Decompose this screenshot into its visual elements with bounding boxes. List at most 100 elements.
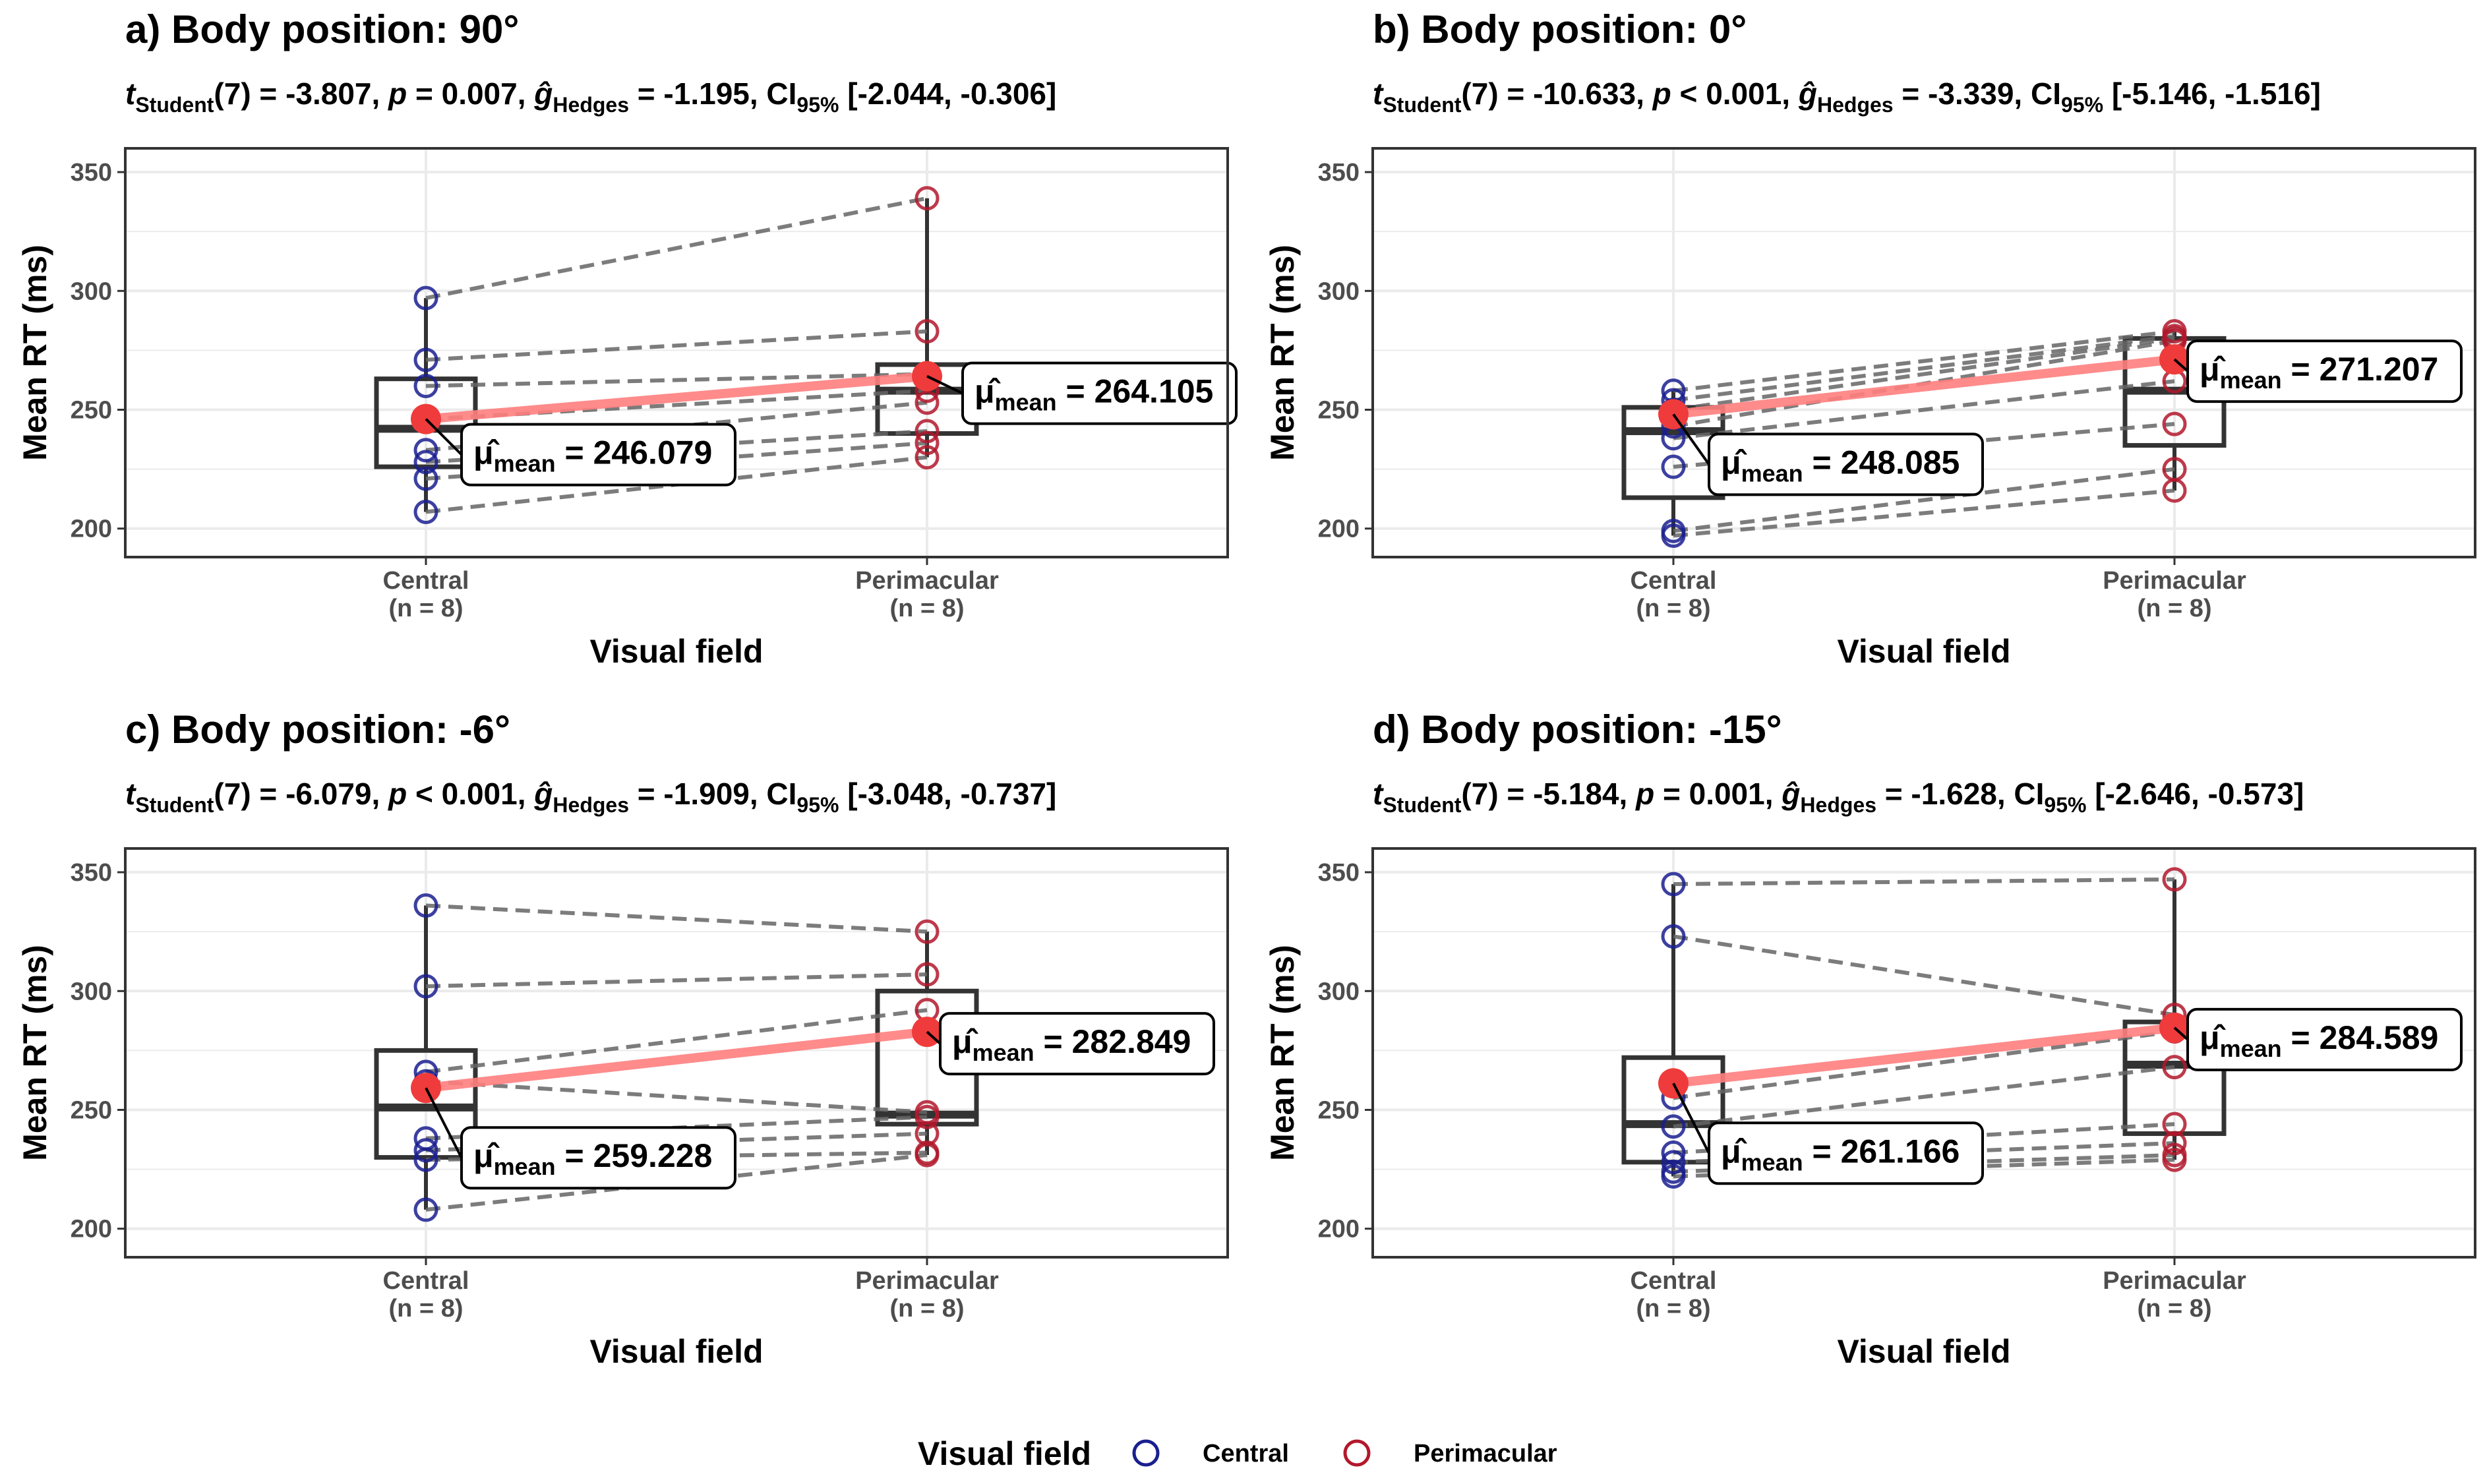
central-point <box>413 438 438 463</box>
central-point <box>1661 1150 1686 1175</box>
stat-t-value: = -6.079, <box>251 777 388 811</box>
mean-label-box <box>2186 1007 2463 1071</box>
mean-value: 284.589 <box>2320 1019 2439 1056</box>
mean-equals: = <box>1034 1023 1072 1060</box>
stat-p-value: < 0.001, <box>1671 76 1799 111</box>
stat-p-value: < 0.001, <box>407 777 534 811</box>
mean-line <box>1669 1023 2179 1088</box>
central-point <box>413 893 438 918</box>
central-point <box>1661 924 1686 949</box>
mean-equals: = <box>2282 351 2320 388</box>
stat-g-symbol: ĝ <box>533 76 553 111</box>
chart-panel-3: c) Body position: -6° tStudent(7) = -6.07… <box>16 707 1229 1370</box>
y-tick-label: 200 <box>71 1216 112 1243</box>
mean-subscript: mean <box>2220 1035 2282 1062</box>
legend-key-central <box>1132 1439 1160 1467</box>
mean-label-leader <box>2173 358 2189 372</box>
mean-value: 261.166 <box>1841 1133 1960 1170</box>
perimacular-point <box>2162 411 2187 436</box>
stat-ci-value: [-2.044, -0.306] <box>839 76 1056 111</box>
stat-t-symbol: t <box>1373 76 1384 111</box>
y-tick-label: 350 <box>1318 859 1360 887</box>
mean-label-box <box>460 1126 736 1190</box>
stat-ci-value: [-5.146, -1.516] <box>2103 76 2321 111</box>
y-axis-title: Mean RT (ms) <box>1264 245 1301 461</box>
paired-connector <box>425 372 928 388</box>
y-tick-label: 350 <box>1318 159 1360 187</box>
mean-label: μ̂mean = 261.166 <box>1721 1133 1960 1175</box>
mean-subscript: mean <box>995 389 1057 416</box>
x-category-n: (n = 8) <box>890 595 965 622</box>
perimacular-point <box>914 1104 940 1129</box>
y-tick-label: 300 <box>71 278 112 305</box>
mean-subscript: mean <box>1741 460 1803 487</box>
x-category-n: (n = 8) <box>890 1295 965 1322</box>
x-category-label: Central <box>1631 1267 1717 1295</box>
mean-value: 282.849 <box>1072 1023 1191 1060</box>
legend-label: Central <box>1203 1440 1289 1468</box>
paired-connector <box>1673 467 2175 533</box>
perimacular-point <box>914 186 940 211</box>
central-point <box>1661 454 1686 479</box>
x-axis-title: Visual field <box>589 1333 763 1370</box>
central-point <box>413 285 438 311</box>
mean-value: 264.105 <box>1094 373 1214 410</box>
mean-label-leader <box>2173 1026 2189 1041</box>
y-tick-label: 300 <box>1318 278 1360 305</box>
mean-label-box <box>460 423 736 487</box>
x-category-label: Central <box>383 1267 469 1295</box>
mean-label-box <box>1708 432 1984 496</box>
y-tick-label: 250 <box>71 397 112 425</box>
y-axis-title: Mean RT (ms) <box>16 245 53 461</box>
y-axis-title: Mean RT (ms) <box>16 945 53 1161</box>
y-tick-label: 250 <box>1318 397 1360 425</box>
paired-connector <box>425 329 928 362</box>
mean-label-leader <box>926 1030 942 1045</box>
central-point <box>413 373 438 398</box>
x-axis-title: Visual field <box>589 633 763 670</box>
mean-value: 271.207 <box>2320 351 2439 388</box>
perimacular-point <box>914 390 940 415</box>
stats-subtitle: tStudent(7) = -6.079, p < 0.001, ĝHedges… <box>125 777 1056 817</box>
mean-label-leader <box>425 418 463 456</box>
legend: Visual field Central Perimacular <box>918 1435 1557 1472</box>
paired-connector <box>1673 379 2175 440</box>
mean-subscript: mean <box>494 450 556 477</box>
mean-label-box <box>2186 340 2463 403</box>
x-category-n: (n = 8) <box>389 595 464 622</box>
mean-value: 246.079 <box>593 434 713 471</box>
mean-line <box>1669 355 2179 419</box>
stat-g-subscript: Hedges <box>553 793 629 817</box>
panel-title: b) Body position: 0° <box>1373 7 1747 51</box>
stat-g-subscript: Hedges <box>1817 93 1894 117</box>
perimacular-point <box>2162 1131 2187 1156</box>
x-category-label: Central <box>1631 567 1717 595</box>
mean-label: μ̂mean = 271.207 <box>2200 351 2438 394</box>
panel-title: a) Body position: 90° <box>125 7 519 51</box>
stat-t-symbol: t <box>125 777 136 811</box>
stat-g-value: = -1.909, CI <box>629 777 796 811</box>
y-tick-label: 350 <box>71 159 112 187</box>
stat-ci-subscript: 95% <box>796 93 839 117</box>
stat-g-symbol: ĝ <box>1798 76 1817 111</box>
y-tick-label: 200 <box>1318 516 1360 543</box>
stat-g-subscript: Hedges <box>553 93 629 117</box>
legend-title: Visual field <box>918 1435 1091 1472</box>
stat-g-subscript: Hedges <box>1800 793 1876 817</box>
central-point <box>413 1147 438 1172</box>
central-point <box>1661 1140 1686 1165</box>
x-category-n: (n = 8) <box>2138 1295 2212 1322</box>
mean-equals: = <box>2282 1019 2320 1056</box>
perimacular-point <box>2162 1112 2187 1137</box>
central-point <box>1661 872 1686 897</box>
legend-label: Perimacular <box>1414 1440 1557 1468</box>
mean-label-leader <box>926 374 963 395</box>
perimacular-point <box>2162 478 2187 503</box>
stat-t-subscript: Student <box>135 793 214 817</box>
mean-label: μ̂mean = 284.589 <box>2200 1019 2438 1062</box>
stat-ci-subscript: 95% <box>2061 93 2103 117</box>
y-tick-label: 250 <box>1318 1097 1360 1125</box>
plot-border <box>124 847 1229 1259</box>
stats-subtitle: tStudent(7) = -10.633, p < 0.001, ĝHedge… <box>1373 76 2321 117</box>
